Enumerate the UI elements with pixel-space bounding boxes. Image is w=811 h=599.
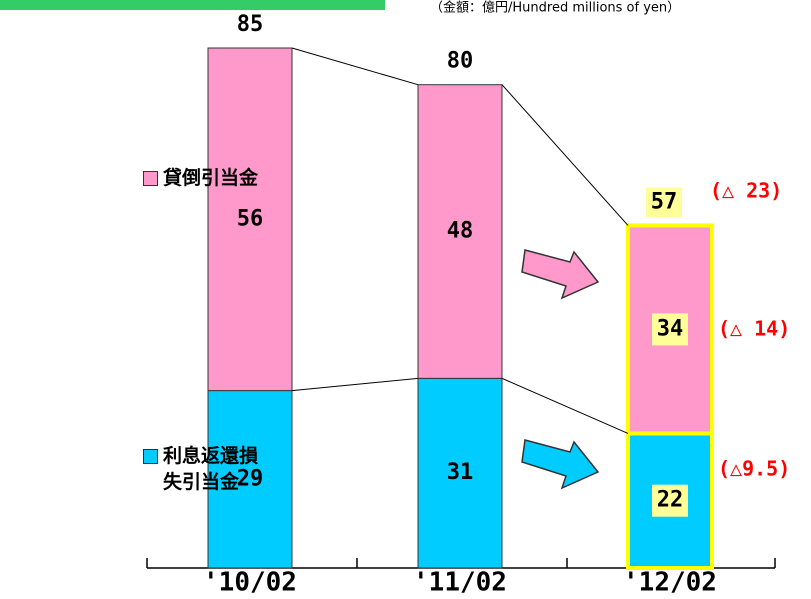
total-label: 80: [447, 49, 474, 74]
arrow: [521, 439, 600, 490]
change-annotation: (△ 14): [718, 317, 790, 341]
legend-label: 貸倒引当金: [163, 167, 259, 189]
label-bg: [652, 484, 688, 517]
change-annotation: (△ 23): [710, 179, 782, 203]
value-label: 31: [447, 460, 474, 485]
connector: [291, 47, 419, 86]
legend-item: 貸倒引当金: [143, 165, 258, 191]
x-tick-label: '12/02: [623, 568, 717, 598]
connector: [291, 377, 419, 392]
total-label: 57: [651, 189, 678, 214]
bar-segment: [417, 84, 503, 379]
value-label: 22: [657, 488, 684, 513]
header-band: [0, 0, 385, 10]
bar-segment: [207, 47, 293, 392]
x-tick-label: '10/02: [203, 568, 297, 598]
legend-item: 利息返還損失引当金: [143, 443, 283, 495]
legend-label: 利息返還損失引当金: [163, 445, 259, 493]
change-annotation: (△9.5): [718, 457, 790, 481]
value-label: 34: [657, 316, 684, 341]
bar-segment: [417, 377, 503, 569]
unit-note: （金額：億円/Hundred millions of yen）: [430, 0, 680, 16]
arrow: [521, 249, 600, 300]
label-bg: [652, 313, 688, 346]
bar-segment: [207, 390, 293, 569]
value-label: 56: [237, 206, 264, 231]
bar-segment: [626, 223, 714, 436]
value-label: 48: [447, 219, 474, 244]
legend-swatch: [143, 171, 158, 186]
connector: [501, 84, 629, 226]
label-bg: [646, 187, 682, 218]
connector: [501, 377, 629, 434]
value-label: 29: [237, 466, 264, 491]
total-label: 85: [237, 12, 264, 37]
legend-swatch: [143, 449, 158, 464]
x-tick-label: '11/02: [413, 568, 507, 598]
